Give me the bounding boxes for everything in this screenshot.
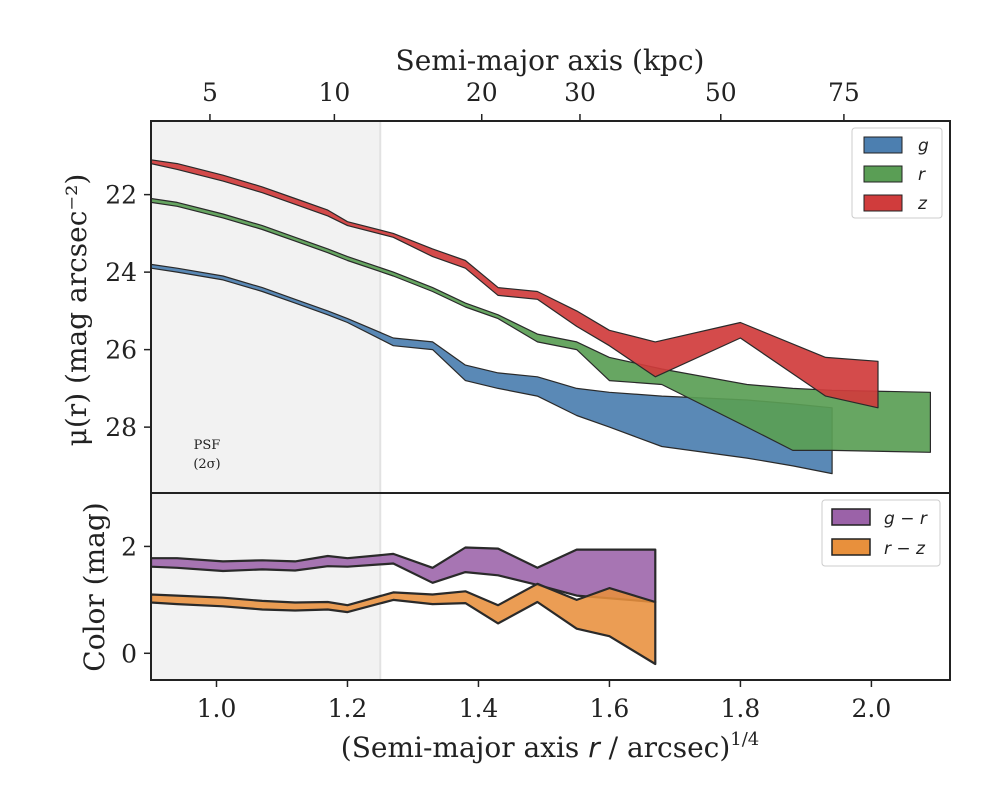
bottom-panel-frame xyxy=(150,492,951,681)
legend-label-z: z xyxy=(917,194,928,214)
color-bands xyxy=(151,546,657,666)
bottom-axis-title: (Semi-major axis r / arcsec)1/4 xyxy=(341,729,759,764)
legend-swatch-r-z xyxy=(831,538,871,556)
x-tick-label: 1.0 xyxy=(197,694,237,723)
top-x-tick-label: 20 xyxy=(466,78,498,107)
color-y-tick-label: 0 xyxy=(121,639,137,668)
y-tick-label: 22 xyxy=(105,181,137,210)
top-x-tick-label: 5 xyxy=(202,78,218,107)
x-tick-label: 1.2 xyxy=(328,694,368,723)
color-y-tick-label: 2 xyxy=(121,532,137,561)
g-band-area xyxy=(151,263,833,475)
legend-label-g: g xyxy=(918,136,929,156)
legend-swatch-z xyxy=(863,194,903,212)
magnitude-bands xyxy=(151,159,931,475)
r-band-area xyxy=(151,197,931,453)
top-x-tick-label: 75 xyxy=(828,78,860,107)
x-tick-label: 1.4 xyxy=(459,694,499,723)
z-band-area xyxy=(151,159,879,409)
psf-shaded-region xyxy=(151,121,382,680)
top-x-tick-label: 10 xyxy=(318,78,350,107)
top-x-tick-label: 50 xyxy=(705,78,737,107)
y-tick-label: 28 xyxy=(105,413,137,442)
psf-label: PSF xyxy=(194,438,221,453)
psf-region-fill xyxy=(151,121,381,680)
psf-sigma-label: (2σ) xyxy=(193,457,220,472)
top-legend: g r z xyxy=(851,127,943,219)
legend-label-r-z: r − z xyxy=(884,539,926,559)
surface-brightness-ylabel: μ(r) (mag arcsec⁻²) xyxy=(60,174,93,447)
axis-ticks: 1.0 1.2 1.4 1.6 1.8 2.0 5 10 20 30 50 75 22 24 26 28 0 2 xyxy=(105,78,891,723)
top-x-tick-label: 30 xyxy=(564,78,596,107)
x-tick-label: 2.0 xyxy=(852,694,892,723)
legend-label-r: r xyxy=(918,165,926,185)
legend-swatch-r xyxy=(863,165,903,183)
legend-swatch-g xyxy=(863,136,903,154)
y-tick-label: 24 xyxy=(105,258,137,287)
x-tick-label: 1.6 xyxy=(590,694,630,723)
r-z-color-area xyxy=(151,582,657,666)
y-tick-label: 26 xyxy=(105,336,137,365)
color-ylabel: Color (mag) xyxy=(78,502,111,671)
x-tick-label: 1.8 xyxy=(721,694,761,723)
top-axis-title: Semi-major axis (kpc) xyxy=(396,44,705,77)
bottom-legend: g − r r − z xyxy=(821,499,941,567)
legend-label-g-r: g − r xyxy=(884,509,928,529)
legend-swatch-g-r xyxy=(831,508,871,526)
